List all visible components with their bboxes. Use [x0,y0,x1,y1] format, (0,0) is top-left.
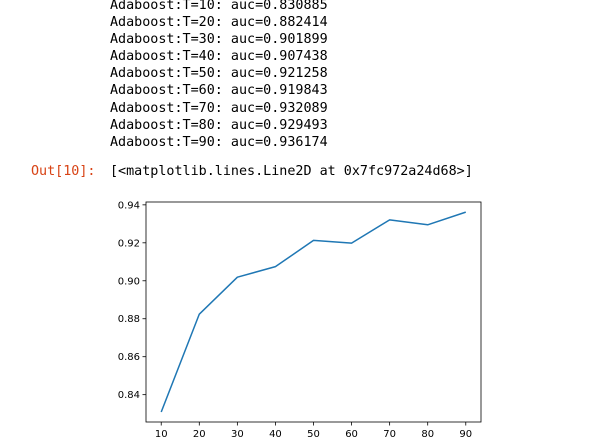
x-tick-label: 60 [345,429,358,440]
y-tick-label: 0.94 [118,200,140,211]
x-tick-label: 80 [421,429,434,440]
output-repr: [<matplotlib.lines.Line2D at 0x7fc972a24… [110,164,473,179]
x-tick-label: 20 [193,429,206,440]
y-tick-label: 0.92 [118,238,140,249]
stdout-line: Adaboost:T=50: auc=0.921258 [110,66,328,82]
y-tick-label: 0.88 [118,314,140,325]
x-tick-label: 50 [307,429,320,440]
stdout-line: Adaboost:T=60: auc=0.919843 [110,83,328,99]
x-tick-label: 30 [231,429,244,440]
stdout-line: Adaboost:T=80: auc=0.929493 [110,117,328,133]
stdout-line: Adaboost:T=10: auc=0.830885 [110,0,328,13]
series-line [160,211,467,413]
cell-stdout: Adaboost:T=10: auc=0.830885 Adaboost:T=2… [110,0,328,151]
stdout-line: Adaboost:T=20: auc=0.882414 [110,15,328,31]
x-tick-label: 70 [383,429,396,440]
x-tick-label: 40 [269,429,282,440]
x-tick-label: 90 [459,429,472,440]
x-tick-label: 10 [155,429,168,440]
y-tick-label: 0.86 [118,352,140,363]
y-tick-label: 0.90 [118,276,140,287]
output-prompt: Out[10]: [31,164,96,179]
stdout-line: Adaboost:T=70: auc=0.932089 [110,100,328,116]
plot-frame [145,201,482,423]
stdout-line: Adaboost:T=30: auc=0.901899 [110,32,328,48]
y-tick-label: 0.84 [118,390,140,401]
stdout-line: Adaboost:T=90: auc=0.936174 [110,134,328,150]
stdout-line: Adaboost:T=40: auc=0.907438 [110,49,328,65]
